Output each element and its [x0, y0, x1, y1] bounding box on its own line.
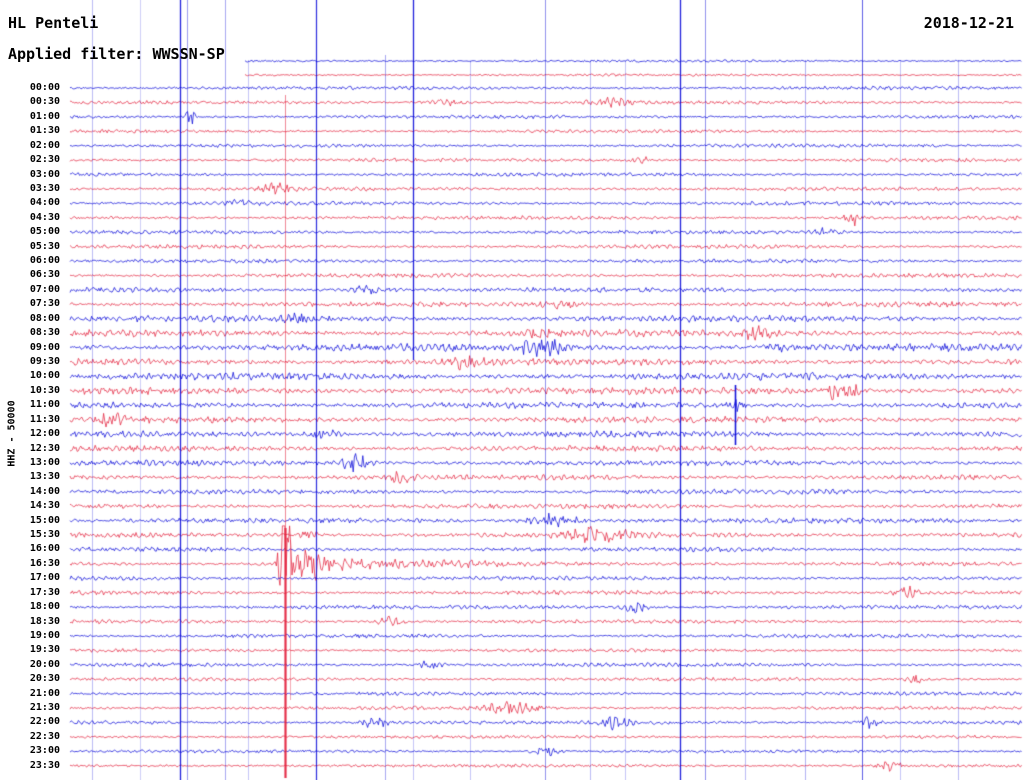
time-label: 16:30: [29, 557, 60, 569]
time-label: 18:30: [29, 615, 60, 627]
time-label: 22:00: [29, 716, 60, 728]
time-label: 23:00: [29, 745, 60, 757]
time-label: 11:30: [29, 413, 60, 425]
time-label: 11:00: [29, 399, 60, 411]
time-label: 00:30: [29, 96, 60, 108]
station-title: HL Penteli: [8, 14, 99, 32]
filter-label: Applied filter: WWSSN-SP: [8, 45, 225, 63]
time-label: 12:30: [29, 442, 60, 454]
time-label: 08:30: [29, 327, 60, 339]
time-label: 21:00: [29, 687, 60, 699]
time-label: 13:00: [29, 456, 60, 468]
time-label: 05:00: [29, 226, 60, 238]
time-label: 22:30: [29, 730, 60, 742]
time-label: 20:30: [29, 673, 60, 685]
time-label: 00:00: [29, 82, 60, 93]
time-label: 19:00: [29, 629, 60, 641]
time-label: 21:30: [29, 702, 60, 714]
time-label: 10:30: [29, 384, 60, 396]
time-label: 02:00: [29, 139, 60, 151]
time-label: 17:30: [29, 586, 60, 598]
time-label: 07:00: [29, 283, 60, 295]
time-label: 08:00: [29, 312, 60, 324]
time-label: 04:00: [29, 197, 60, 209]
time-label: 19:30: [29, 644, 60, 656]
time-label: 15:00: [29, 514, 60, 526]
time-label: 02:30: [29, 154, 60, 166]
time-label: 03:00: [29, 168, 60, 180]
time-label: 09:30: [29, 355, 60, 367]
time-label: 09:00: [29, 341, 60, 353]
time-label: 12:00: [29, 428, 60, 440]
time-label: 16:00: [29, 543, 60, 555]
time-label: 04:30: [29, 211, 60, 223]
time-label: 18:00: [29, 601, 60, 613]
time-label: 14:00: [29, 485, 60, 497]
time-label: 20:00: [29, 658, 60, 670]
time-label: 05:30: [29, 240, 60, 252]
time-label: 14:30: [29, 500, 60, 512]
time-label: 23:30: [29, 759, 60, 771]
time-label: 17:00: [29, 572, 60, 584]
time-label: 13:30: [29, 471, 60, 483]
time-label: 06:30: [29, 269, 60, 281]
time-label: 01:30: [29, 125, 60, 137]
time-label: 10:00: [29, 370, 60, 382]
time-label: 07:30: [29, 298, 60, 310]
time-label: 15:30: [29, 529, 60, 541]
date-label: 2018-12-21: [923, 14, 1014, 32]
time-label: 01:00: [29, 110, 60, 122]
time-label: 06:00: [29, 255, 60, 267]
time-label: 03:30: [29, 182, 60, 194]
